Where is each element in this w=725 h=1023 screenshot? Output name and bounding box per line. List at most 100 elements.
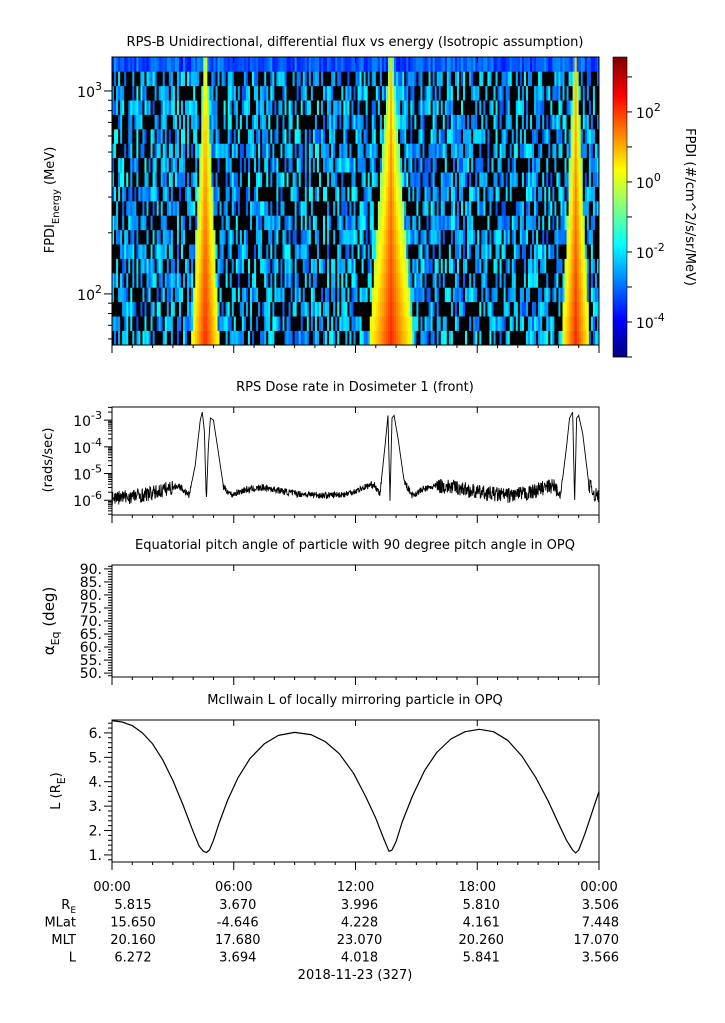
spectrogram-cell [295, 158, 297, 173]
spectrogram-cell [250, 187, 252, 202]
spectrogram-cell [138, 287, 140, 302]
spectrogram-cell [222, 71, 224, 86]
spectrogram-cell [424, 273, 426, 288]
spectrogram-cell [536, 273, 538, 288]
spectrogram-cell [142, 57, 144, 72]
spectrogram-cell [552, 287, 554, 302]
spectrogram-cell [585, 215, 587, 230]
spectrogram-cell [222, 158, 224, 173]
spectrogram-cell [473, 230, 475, 245]
spectrogram-cell [489, 316, 491, 331]
spectrogram-cell [526, 115, 528, 130]
spectrogram-cell [500, 143, 502, 158]
spectrogram-cell [351, 129, 353, 144]
spectrogram-cell [128, 316, 130, 331]
spectrogram-cell [201, 331, 203, 346]
spectrogram-cell [496, 201, 498, 216]
spectrogram-cell [240, 316, 242, 331]
spectrogram-cell [209, 201, 211, 216]
spectrogram-cell [287, 215, 289, 230]
spectrogram-cell [429, 230, 431, 245]
spectrogram-cell [218, 71, 220, 86]
spectrogram-cell [427, 201, 429, 216]
spectrogram-cell [579, 86, 581, 101]
spectrogram-cell [532, 71, 534, 86]
spectrogram-cell [467, 287, 469, 302]
spectrogram-cell [284, 244, 286, 259]
spectrogram-cell [483, 287, 485, 302]
spectrogram-cell [414, 244, 416, 259]
spectrogram-cell [351, 331, 353, 346]
spectrogram-cell [335, 287, 337, 302]
spectrogram-cell [236, 158, 238, 173]
spectrogram-cell [443, 57, 445, 72]
spectrogram-cell [199, 86, 201, 101]
spectrogram-cell [240, 129, 242, 144]
spectrogram-cell [368, 230, 370, 245]
spectrogram-cell [138, 86, 140, 101]
spectrogram-cell [589, 244, 591, 259]
spectrogram-cell [153, 172, 155, 187]
spectrogram-cell [585, 158, 587, 173]
spectrogram-cell [128, 172, 130, 187]
spectrogram-cell [575, 115, 577, 130]
spectrogram-cell [431, 201, 433, 216]
spectrogram-cell [556, 129, 558, 144]
spectrogram-cell [435, 230, 437, 245]
spectrogram-cell [467, 143, 469, 158]
spectrogram-cell [260, 187, 262, 202]
spectrogram-cell [228, 100, 230, 115]
spectrogram-cell [181, 215, 183, 230]
spectrogram-cell [362, 100, 364, 115]
spectrogram-cell [516, 287, 518, 302]
spectrogram-cell [534, 215, 536, 230]
spectrogram-cell [343, 57, 345, 72]
spectrogram-cell [169, 158, 171, 173]
spectrogram-cell [579, 287, 581, 302]
spectrogram-cell [331, 331, 333, 346]
spectrogram-cell [508, 100, 510, 115]
spectrogram-cell [228, 316, 230, 331]
spectrogram-cell [372, 244, 374, 259]
spectrogram-cell [177, 316, 179, 331]
spectrogram-cell [291, 316, 293, 331]
spectrogram-cell [351, 201, 353, 216]
spectrogram-cell [333, 100, 335, 115]
spectrogram-cell [562, 115, 564, 130]
spectrogram-cell [347, 273, 349, 288]
spectrogram-cell [280, 287, 282, 302]
spectrogram-cell [234, 129, 236, 144]
spectrogram-cell [483, 331, 485, 346]
spectrogram-cell [341, 331, 343, 346]
spectrogram-cell [311, 230, 313, 245]
spectrogram-cell [205, 187, 207, 202]
spectrogram-cell [276, 215, 278, 230]
spectrogram-cell [307, 143, 309, 158]
spectrogram-cell [512, 230, 514, 245]
spectrogram-cell [562, 302, 564, 317]
spectrogram-cell [552, 244, 554, 259]
spectrogram-cell [132, 259, 134, 274]
spectrogram-cell [209, 215, 211, 230]
spectrogram-cell [124, 244, 126, 259]
spectrogram-cell [479, 331, 481, 346]
spectrogram-cell [280, 230, 282, 245]
spectrogram-cell [455, 57, 457, 72]
spectrogram-cell [311, 273, 313, 288]
colorbar-segment [613, 93, 627, 95]
spectrogram-cell [323, 302, 325, 317]
spectrogram-cell [583, 230, 585, 245]
spectrogram-cell [238, 259, 240, 274]
spectrogram-cell [232, 129, 234, 144]
spectrogram-cell [439, 143, 441, 158]
spectrogram-cell [514, 100, 516, 115]
spectrogram-cell [360, 129, 362, 144]
spectrogram-cell [433, 215, 435, 230]
spectrogram-cell [134, 316, 136, 331]
spectrogram-cell [171, 86, 173, 101]
spectrogram-cell [400, 201, 402, 216]
spectrogram-cell [477, 302, 479, 317]
spectrogram-cell [167, 71, 169, 86]
spectrogram-cell [416, 143, 418, 158]
spectrogram-cell [187, 86, 189, 101]
